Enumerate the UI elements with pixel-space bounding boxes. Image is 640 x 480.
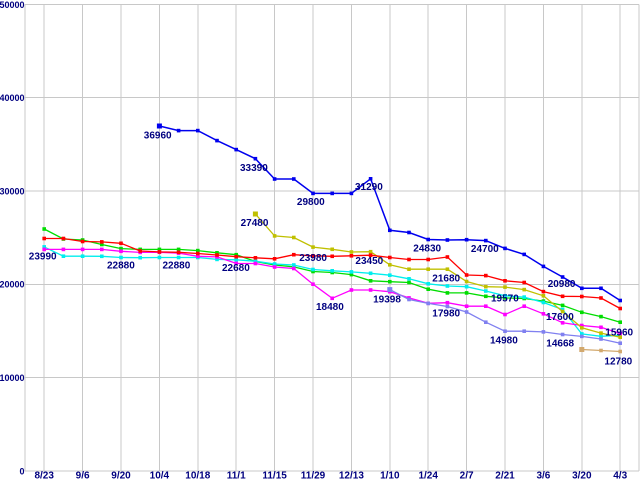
- svg-text:21680: 21680: [432, 274, 460, 285]
- svg-text:22880: 22880: [107, 261, 135, 272]
- svg-text:2/21: 2/21: [495, 471, 515, 480]
- svg-text:23990: 23990: [29, 252, 57, 263]
- svg-text:20000: 20000: [0, 280, 25, 290]
- svg-text:50000: 50000: [0, 0, 25, 10]
- svg-text:1/10: 1/10: [380, 471, 400, 480]
- svg-text:9/6: 9/6: [76, 471, 90, 480]
- svg-text:17600: 17600: [546, 312, 574, 323]
- svg-text:10/18: 10/18: [185, 471, 210, 480]
- svg-text:14980: 14980: [490, 335, 518, 346]
- svg-text:22880: 22880: [163, 261, 191, 272]
- svg-text:20980: 20980: [548, 279, 576, 290]
- svg-text:19398: 19398: [373, 295, 401, 306]
- svg-text:11/15: 11/15: [262, 471, 287, 480]
- svg-text:17980: 17980: [432, 308, 460, 319]
- svg-text:11/29: 11/29: [301, 471, 326, 480]
- svg-text:18480: 18480: [316, 302, 344, 313]
- svg-text:19570: 19570: [491, 294, 519, 305]
- svg-text:24830: 24830: [413, 244, 441, 255]
- svg-text:30000: 30000: [0, 186, 25, 196]
- svg-text:23450: 23450: [355, 256, 383, 267]
- svg-text:8/23: 8/23: [34, 471, 54, 480]
- svg-text:9/20: 9/20: [111, 471, 131, 480]
- svg-text:4/3: 4/3: [613, 471, 627, 480]
- svg-text:12/13: 12/13: [339, 471, 364, 480]
- svg-text:29800: 29800: [297, 197, 325, 208]
- svg-text:36960: 36960: [144, 130, 172, 141]
- svg-text:40000: 40000: [0, 93, 25, 103]
- svg-text:0: 0: [19, 466, 24, 476]
- svg-text:1/24: 1/24: [418, 471, 438, 480]
- svg-text:2/7: 2/7: [460, 471, 474, 480]
- svg-text:31290: 31290: [355, 182, 383, 193]
- svg-text:12780: 12780: [604, 357, 632, 368]
- svg-text:33390: 33390: [240, 163, 268, 174]
- svg-text:22680: 22680: [222, 263, 250, 274]
- svg-text:11/1: 11/1: [227, 471, 246, 480]
- svg-text:3/20: 3/20: [572, 471, 592, 480]
- svg-text:24700: 24700: [471, 244, 499, 255]
- svg-text:27480: 27480: [241, 218, 269, 229]
- svg-text:10/4: 10/4: [150, 471, 170, 480]
- svg-text:15960: 15960: [605, 327, 633, 338]
- svg-text:23980: 23980: [299, 253, 327, 264]
- svg-text:14668: 14668: [546, 338, 574, 349]
- svg-text:3/6: 3/6: [536, 471, 550, 480]
- svg-text:10000: 10000: [0, 373, 25, 383]
